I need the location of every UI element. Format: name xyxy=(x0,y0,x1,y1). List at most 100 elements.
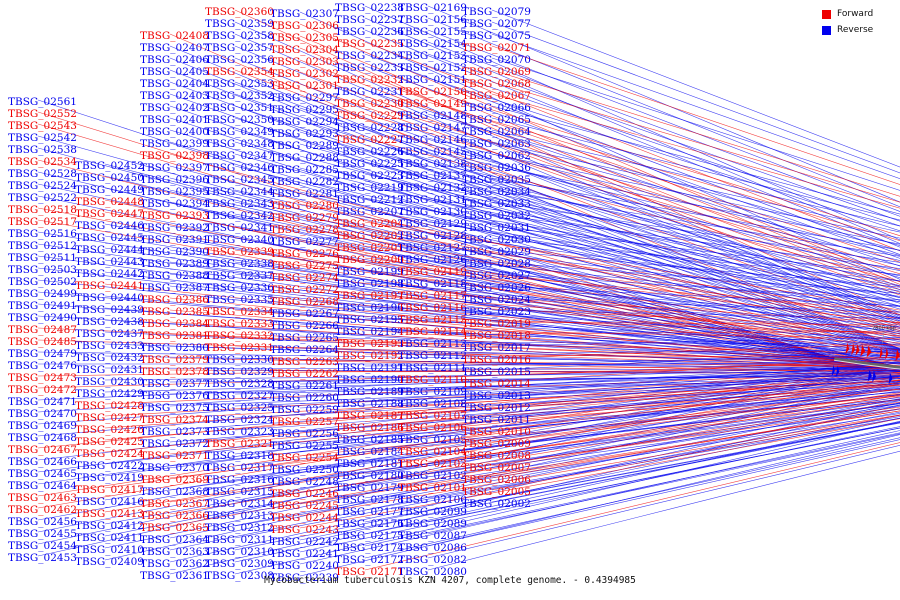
gene-label: TBSG_02236 xyxy=(335,26,404,38)
gene-leader-line xyxy=(491,349,900,371)
position-ticks: 2800 kbp2750 kbp2700 kbp2650 kbp2600 kbp… xyxy=(872,326,896,344)
gene-leader-line xyxy=(299,391,900,445)
gene-label: TBSG_02219 xyxy=(335,182,404,194)
gene-label: TBSG_02241 xyxy=(270,548,339,560)
gene-label: TBSG_02389 xyxy=(140,258,209,270)
gene-leader-line xyxy=(427,77,900,232)
gene-label: TBSG_02254 xyxy=(270,452,339,464)
gene-leader-line xyxy=(427,393,900,451)
gene-label: TBSG_02356 xyxy=(205,54,274,66)
gene-label: TBSG_02432 xyxy=(75,352,144,364)
gene-leader-line xyxy=(234,189,900,341)
gene-label: TBSG_02374 xyxy=(140,414,209,426)
gene-leader-line xyxy=(364,269,900,328)
gene-label: TBSG_02441 xyxy=(75,280,144,292)
gene-label: TBSG_02131 xyxy=(398,194,467,206)
gene-label: TBSG_02067 xyxy=(462,90,531,102)
gene-leader-line xyxy=(491,382,900,431)
gene-leader-line xyxy=(299,387,900,433)
gene-label: TBSG_02503 xyxy=(8,264,77,276)
gene-label: TBSG_02132 xyxy=(398,182,467,194)
gene-leader-line xyxy=(427,149,900,261)
gene-label: TBSG_02332 xyxy=(205,330,274,342)
gene-label: TBSG_02156 xyxy=(398,14,467,26)
gene-label: TBSG_02330 xyxy=(205,354,274,366)
gene-label: TBSG_02036 xyxy=(462,162,531,174)
gene-label: TBSG_02071 xyxy=(462,42,531,54)
gene-label: TBSG_02198 xyxy=(335,278,404,290)
gene-label: TBSG_02288 xyxy=(270,152,339,164)
gene-label: TBSG_02277 xyxy=(270,236,339,248)
gene-leader-line xyxy=(491,225,900,276)
gene-label: TBSG_02342 xyxy=(205,210,274,222)
gene-leader-line xyxy=(299,215,900,328)
gene-label: TBSG_02184 xyxy=(335,446,404,458)
gene-label: TBSG_02171 xyxy=(335,566,404,578)
gene-label: TBSG_02126 xyxy=(398,254,467,266)
gene-label: TBSG_02453 xyxy=(8,552,77,564)
gene-label: TBSG_02404 xyxy=(140,78,209,90)
gene-label: TBSG_02469 xyxy=(8,420,77,432)
gene-leader-line xyxy=(299,414,900,517)
gene-label: TBSG_02201 xyxy=(335,242,404,254)
gene-label: TBSG_02111 xyxy=(398,362,467,374)
gene-label: TBSG_02341 xyxy=(205,222,274,234)
gene-leader-line xyxy=(427,354,900,367)
gene-label: TBSG_02240 xyxy=(270,560,339,572)
gene-label: TBSG_02181 xyxy=(335,458,404,470)
gene-label: TBSG_02473 xyxy=(8,372,77,384)
gene-label: TBSG_02394 xyxy=(140,198,209,210)
gene-leader-line xyxy=(234,309,900,362)
gene-label: TBSG_02511 xyxy=(8,252,77,264)
gene-label: TBSG_02019 xyxy=(462,318,531,330)
gene-label: TBSG_02402 xyxy=(140,102,209,114)
gene-leader-line xyxy=(491,81,900,203)
gene-label: TBSG_02245 xyxy=(270,500,339,512)
gene-label: TBSG_02390 xyxy=(140,246,209,258)
gene-label: TBSG_02187 xyxy=(335,410,404,422)
gene-label: TBSG_02068 xyxy=(462,78,531,90)
gene-label: TBSG_02398 xyxy=(140,150,209,162)
gene-label: TBSG_02026 xyxy=(462,282,531,294)
gene-leader-line xyxy=(427,137,900,256)
gene-label: TBSG_02324 xyxy=(205,414,274,426)
gene-label: TBSG_02561 xyxy=(8,96,77,108)
gene-label: TBSG_02008 xyxy=(462,450,531,462)
gene-leader-line xyxy=(364,65,900,259)
gene-leader-line xyxy=(427,221,900,292)
gene-label: TBSG_02333 xyxy=(205,318,274,330)
gene-label: TBSG_02339 xyxy=(205,246,274,258)
gene-label: TBSG_02431 xyxy=(75,364,144,376)
forward-gene-arrow xyxy=(885,347,889,360)
gene-leader-line xyxy=(427,376,900,415)
gene-label: TBSG_02127 xyxy=(398,242,467,254)
gene-leader-line xyxy=(299,263,900,341)
label-leader-lines xyxy=(37,5,900,577)
gene-label: TBSG_02089 xyxy=(398,518,467,530)
gene-label: TBSG_02233 xyxy=(335,62,404,74)
gene-leader-line xyxy=(364,209,900,307)
gene-leader-line xyxy=(427,433,900,535)
gene-label: TBSG_02392 xyxy=(140,222,209,234)
gene-label: TBSG_02468 xyxy=(8,432,77,444)
gene-leader-line xyxy=(491,309,900,319)
gene-leader-line xyxy=(234,378,900,395)
gene-label: TBSG_02334 xyxy=(205,306,274,318)
gene-label: TBSG_02487 xyxy=(8,324,77,336)
gene-label: TBSG_02405 xyxy=(140,66,209,78)
forward-gene-arrow xyxy=(879,347,883,360)
gene-label: TBSG_02230 xyxy=(335,98,404,110)
gene-label: TBSG_02512 xyxy=(8,240,77,252)
gene-label: TBSG_02086 xyxy=(398,542,467,554)
gene-leader-line xyxy=(169,33,900,350)
gene-leader-line xyxy=(364,41,900,252)
reverse-swatch xyxy=(822,25,831,35)
gene-label: TBSG_02179 xyxy=(335,482,404,494)
gene-leader-line xyxy=(427,101,900,241)
gene-label: TBSG_02225 xyxy=(335,158,404,170)
gene-label: TBSG_02100 xyxy=(398,494,467,506)
gene-leader-line xyxy=(491,362,900,395)
gene-leader-line xyxy=(234,81,900,325)
gene-label: TBSG_02155 xyxy=(398,26,467,38)
gene-label: TBSG_02101 xyxy=(398,482,467,494)
